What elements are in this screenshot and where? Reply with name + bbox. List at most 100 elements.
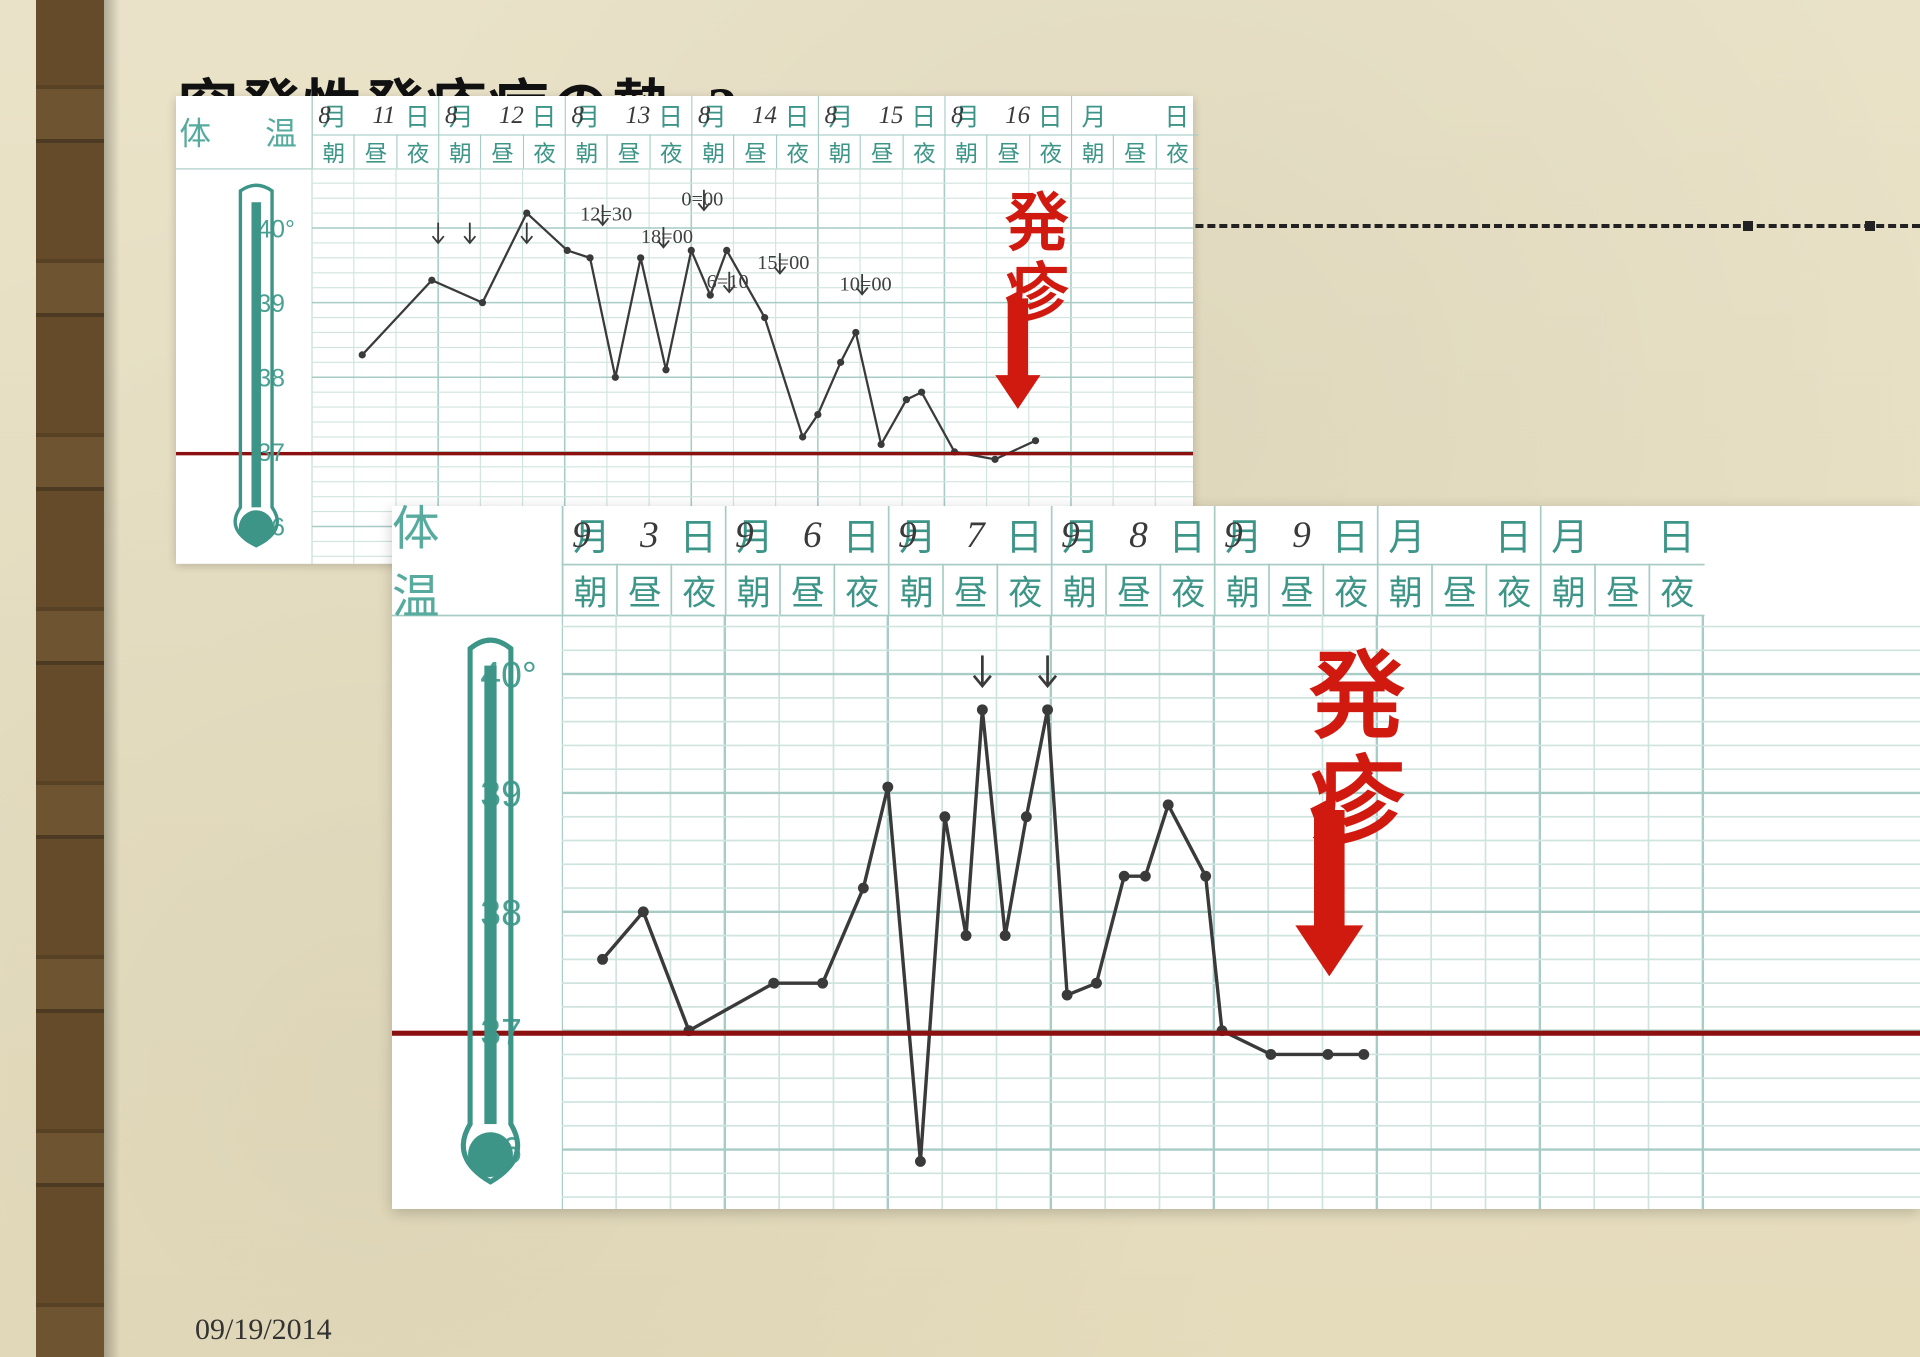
date-month: 8	[951, 101, 963, 130]
data-point	[1062, 990, 1073, 1001]
data-point	[428, 277, 435, 284]
time-header: 昼	[860, 134, 903, 169]
time-header: 昼	[733, 134, 776, 169]
time-header: 朝	[1377, 564, 1433, 617]
data-point	[817, 978, 828, 989]
data-point	[723, 247, 730, 254]
date-day: 12	[499, 101, 524, 130]
data-point	[1042, 704, 1053, 715]
time-header: 夜	[1029, 134, 1072, 169]
time-header: 夜	[902, 134, 945, 169]
y-tick: 39	[480, 773, 1913, 817]
data-point	[1140, 871, 1151, 882]
time-header: 夜	[776, 134, 819, 169]
date-month: 8	[572, 101, 584, 130]
time-header: 朝	[1540, 564, 1596, 617]
time-header: 夜	[1155, 134, 1198, 169]
time-header: 朝	[1214, 564, 1270, 617]
time-annotation: 0=00	[681, 187, 723, 211]
time-header: 夜	[833, 564, 889, 617]
data-point	[903, 396, 910, 403]
rash-arrow-icon	[1287, 810, 1372, 997]
date-header: 月日	[1377, 506, 1542, 565]
data-point	[1119, 871, 1130, 882]
date-month: 8	[445, 101, 457, 130]
date-day: 16	[1005, 101, 1030, 130]
date-day: 8	[1129, 513, 1148, 557]
time-header: 昼	[354, 134, 397, 169]
date-day: 7	[966, 513, 985, 557]
temperature-chart-1: 体 温月日811朝昼夜月日812朝昼夜月日813朝昼夜月日814朝昼夜月日815…	[176, 96, 1193, 564]
time-header: 昼	[1594, 564, 1650, 617]
data-point	[359, 351, 366, 358]
y-tick: 38	[480, 891, 1913, 935]
date-header: 月日	[1071, 96, 1199, 136]
time-header: 昼	[616, 564, 672, 617]
date-day: 6	[803, 513, 822, 557]
data-point	[1200, 871, 1211, 882]
date-month: 9	[1061, 513, 1080, 557]
time-header: 朝	[562, 564, 618, 617]
time-annotation: 12=30	[580, 202, 632, 226]
time-header: 夜	[523, 134, 566, 169]
time-header: 昼	[1268, 564, 1324, 617]
time-header: 昼	[1105, 564, 1161, 617]
time-header: 朝	[818, 134, 861, 169]
axis-label: 体 温	[392, 506, 563, 616]
data-point	[1091, 978, 1102, 989]
rash-arrow-icon	[990, 298, 1047, 422]
time-header: 夜	[649, 134, 692, 169]
dashed-guide-line	[1076, 224, 1920, 228]
decorative-left-strip	[36, 0, 104, 1357]
time-header: 夜	[670, 564, 726, 617]
y-tick: 36	[480, 1129, 1913, 1173]
date-day: 15	[879, 101, 904, 130]
date-month: 8	[825, 101, 837, 130]
time-header: 朝	[888, 564, 944, 617]
axis-label: 体 温	[176, 96, 313, 169]
time-header: 夜	[1649, 564, 1705, 617]
data-point	[977, 704, 988, 715]
time-header: 昼	[607, 134, 650, 169]
time-header: 昼	[987, 134, 1030, 169]
temperature-chart-2: 体 温月日93朝昼夜月日96朝昼夜月日97朝昼夜月日98朝昼夜月日99朝昼夜月日…	[392, 506, 1920, 1209]
y-tick: 38	[257, 364, 1188, 393]
date-day: 3	[640, 513, 659, 557]
data-point	[564, 247, 571, 254]
time-header: 朝	[944, 134, 987, 169]
date-month: 9	[572, 513, 591, 557]
time-header: 昼	[1113, 134, 1156, 169]
time-header: 昼	[480, 134, 523, 169]
date-month: 9	[735, 513, 754, 557]
left-strip-shadow	[104, 0, 120, 1357]
data-point	[852, 329, 859, 336]
time-annotation: 15=00	[757, 251, 809, 275]
y-tick: 37	[257, 438, 1188, 467]
date-day: 14	[752, 101, 777, 130]
time-header: 昼	[779, 564, 835, 617]
date-header: 月日	[1540, 506, 1705, 565]
time-annotation: 10=00	[840, 272, 892, 296]
time-header: 朝	[1071, 134, 1114, 169]
date-day: 13	[625, 101, 650, 130]
data-point	[637, 254, 644, 261]
y-tick: 37	[480, 1010, 1913, 1054]
time-header: 夜	[1159, 564, 1215, 617]
time-header: 夜	[1323, 564, 1379, 617]
date-day: 9	[1292, 513, 1311, 557]
time-header: 朝	[438, 134, 481, 169]
time-header: 朝	[1051, 564, 1107, 617]
date-month: 8	[698, 101, 710, 130]
time-header: 昼	[942, 564, 998, 617]
time-header: 朝	[565, 134, 608, 169]
date-month: 9	[1224, 513, 1243, 557]
thermometer-icon	[440, 632, 542, 1192]
time-annotation: 6=10	[707, 270, 749, 294]
time-annotation: 18=00	[641, 225, 693, 249]
date-month: 9	[898, 513, 917, 557]
footer-date: 09/19/2014	[195, 1313, 332, 1347]
date-day: 11	[372, 101, 395, 130]
thermometer-icon	[217, 180, 296, 553]
time-header: 昼	[1431, 564, 1487, 617]
time-header: 夜	[996, 564, 1052, 617]
